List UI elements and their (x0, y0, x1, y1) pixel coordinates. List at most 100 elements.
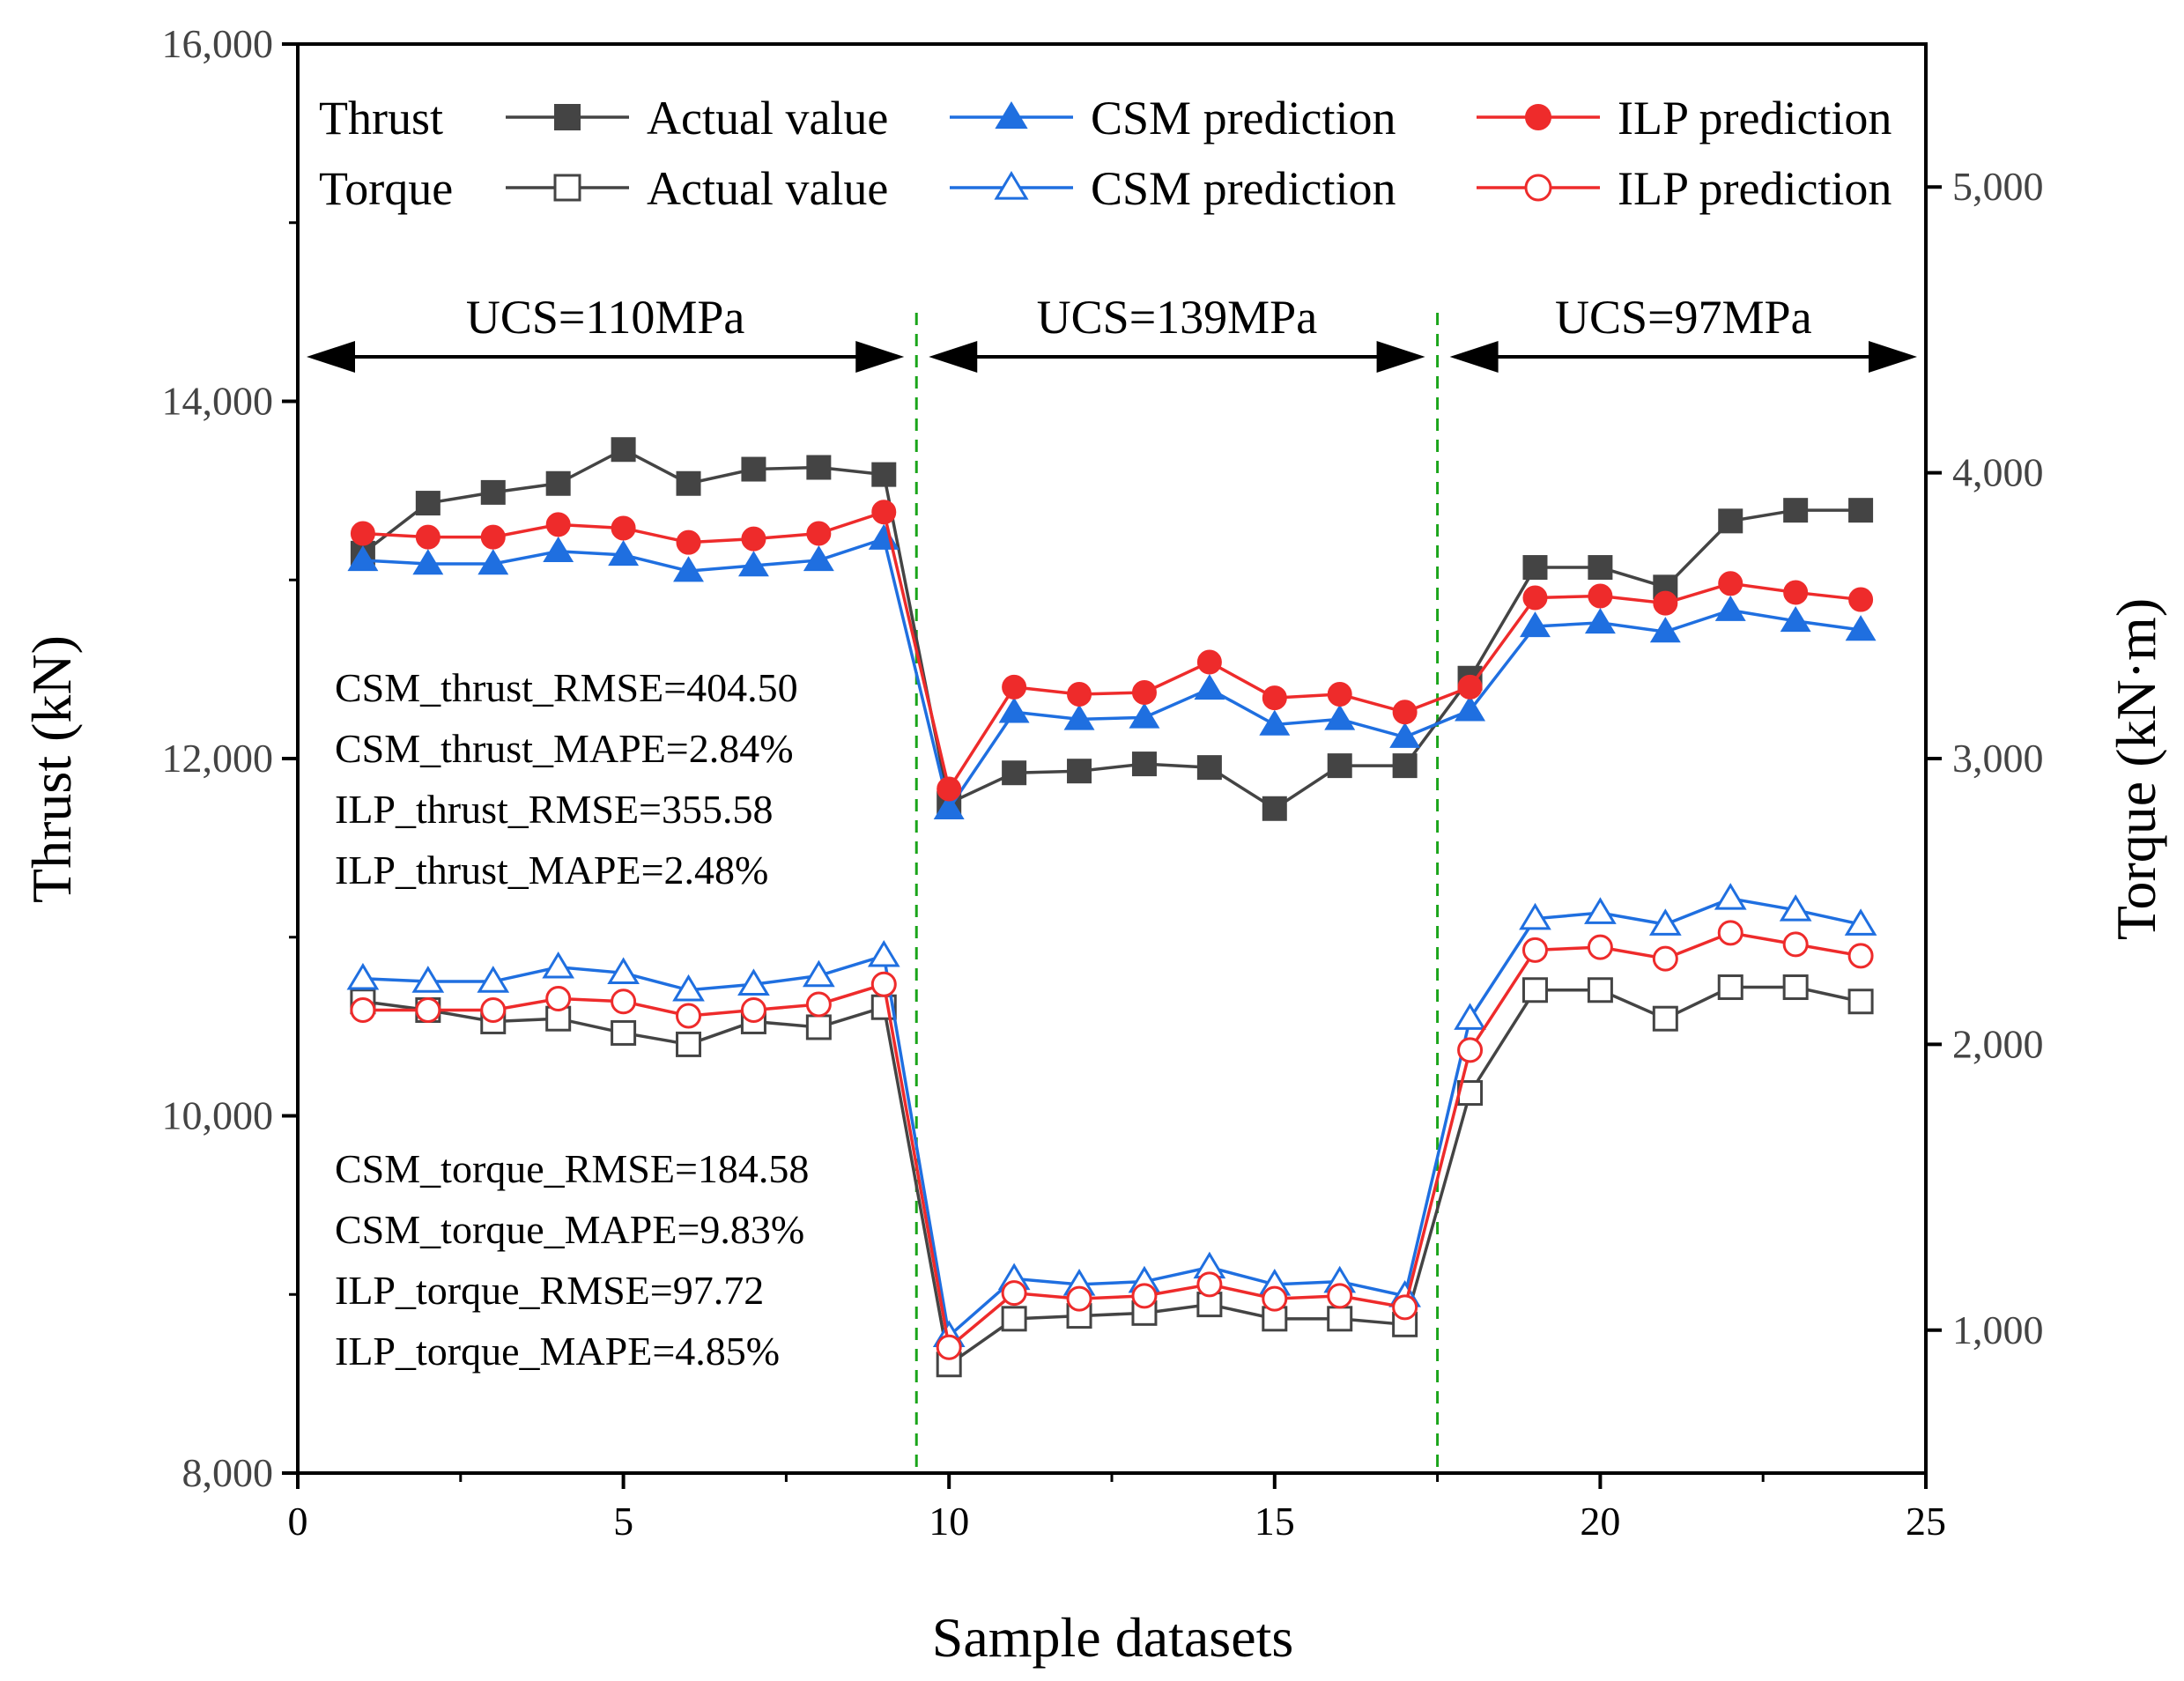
x-tick-label: 0 (288, 1499, 308, 1544)
data-point (1649, 617, 1681, 643)
legend-marker (1525, 104, 1551, 130)
data-point (803, 959, 835, 988)
data-point (1131, 752, 1157, 777)
data-point (1067, 759, 1092, 784)
data-point (1714, 595, 1746, 621)
metrics-annotations: CSM_thrust_RMSE=404.50 CSM_thrust_MAPE=2… (335, 665, 809, 1374)
data-point (1196, 1271, 1223, 1298)
legend-marker (1524, 174, 1552, 202)
data-point (545, 985, 572, 1011)
series-line (362, 537, 1862, 813)
data-point (741, 456, 766, 482)
data-point (1584, 608, 1616, 634)
data-point (676, 1031, 702, 1057)
data-point (480, 479, 506, 505)
data-point (1454, 1003, 1486, 1030)
x-tick-label: 10 (929, 1499, 969, 1544)
legend-group-thrust: Thrust (319, 92, 443, 144)
data-point (480, 996, 507, 1023)
data-point (1847, 943, 1874, 969)
legend-label: ILP prediction (1618, 162, 1892, 215)
data-point (1848, 498, 1874, 523)
data-point (1718, 508, 1743, 534)
data-point (933, 793, 965, 819)
region-arrowhead-right (1376, 341, 1425, 373)
x-tick-label: 20 (1580, 1499, 1620, 1544)
data-point (1327, 1283, 1353, 1309)
data-point (346, 962, 380, 990)
y2-axis-label: Torque (kN·m) (2105, 598, 2167, 940)
data-point (1327, 682, 1352, 707)
data-point (1327, 1306, 1353, 1332)
data-point (415, 491, 441, 516)
data-point (1847, 989, 1874, 1015)
legend-marker (553, 174, 581, 202)
data-point (611, 515, 636, 541)
data-point (1196, 755, 1222, 781)
legend-group-torque: Torque (319, 162, 453, 215)
y-axis-label: Thrust (kN) (20, 635, 83, 903)
data-point (1520, 611, 1551, 638)
data-point (1782, 974, 1809, 1001)
data-point (1521, 937, 1548, 963)
data-point (1652, 945, 1678, 972)
data-point (672, 974, 705, 1002)
data-point (607, 957, 640, 985)
data-point (1259, 709, 1291, 736)
data-point (871, 500, 897, 525)
region-label: UCS=139MPa (1037, 291, 1318, 344)
legend-marker (994, 170, 1029, 200)
data-point (1718, 571, 1743, 596)
data-point (870, 971, 897, 997)
data-point (1848, 587, 1874, 612)
data-point (1653, 590, 1678, 616)
annotation-csm-torque-mape: CSM_torque_MAPE=9.83% (335, 1207, 804, 1252)
legend-label: Actual value (647, 162, 888, 215)
y-tick-label: 8,000 (182, 1450, 274, 1495)
legend-entry-thrust-csm-prediction: CSM prediction (950, 92, 1396, 144)
data-point (543, 536, 574, 563)
data-point (1844, 908, 1877, 936)
legend: Thrust Torque Actual value CSM prediction… (319, 92, 1892, 215)
data-point (411, 966, 445, 993)
region-arrowhead-right (855, 341, 905, 373)
data-point (1521, 977, 1548, 1003)
data-point (545, 470, 571, 496)
y2-tick-label: 3,000 (1952, 736, 2044, 781)
data-point (1131, 1283, 1158, 1309)
annotation-csm-thrust-mape: CSM_thrust_MAPE=2.84% (335, 726, 794, 771)
data-point (1002, 760, 1027, 786)
data-point (350, 996, 376, 1023)
data-point (415, 996, 441, 1023)
data-point (1001, 1306, 1027, 1332)
data-point (676, 529, 701, 555)
data-point (1588, 583, 1613, 609)
data-point (1324, 704, 1356, 730)
data-point (477, 966, 510, 993)
data-point (1262, 796, 1287, 821)
data-point (1584, 897, 1617, 924)
data-point (673, 556, 704, 582)
data-point (806, 455, 832, 480)
data-point (1714, 883, 1747, 910)
axes: 0 5 10 15 20 25 8,000 10,000 12,000 14,000 16,000 1… (162, 21, 2044, 1544)
data-point (1782, 931, 1809, 958)
x-axis-label: Sample datasets (932, 1606, 1294, 1669)
data-point (805, 991, 832, 1018)
annotation-csm-thrust-rmse: CSM_thrust_RMSE=404.50 (335, 665, 798, 710)
data-point (936, 1334, 962, 1360)
x-tick-label: 15 (1255, 1499, 1295, 1544)
region-arrows: UCS=110MPa UCS=139MPa UCS=97MPa (307, 291, 1917, 373)
data-point (1327, 753, 1352, 779)
region-ucs-110mpa: UCS=110MPa (307, 291, 905, 373)
legend-marker (995, 100, 1028, 130)
data-point (1131, 679, 1157, 705)
data-point (611, 437, 636, 463)
data-point (1066, 1285, 1092, 1312)
region-dividers (914, 313, 1440, 1473)
legend-entry-torque-csm-prediction: CSM prediction (950, 162, 1396, 215)
region-arrowhead-left (1449, 341, 1499, 373)
data-point (545, 512, 571, 537)
y-tick-label: 16,000 (162, 21, 274, 66)
